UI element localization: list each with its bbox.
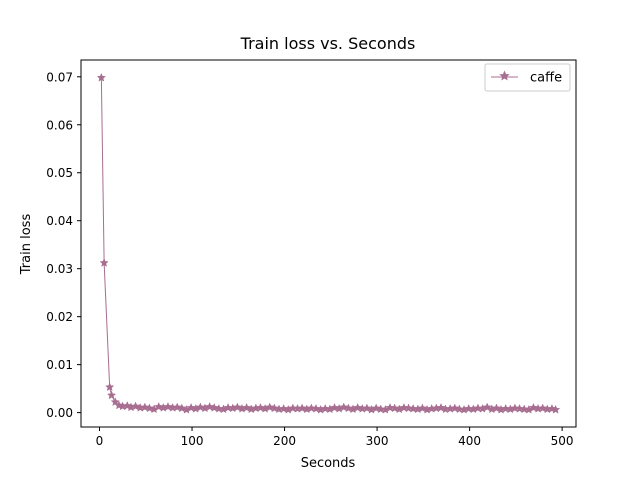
data-point xyxy=(163,401,173,411)
y-axis-label: Train loss xyxy=(19,214,34,276)
x-tick-label: 0 xyxy=(96,434,104,448)
data-point xyxy=(528,402,539,412)
y-tick-label: 0.00 xyxy=(46,406,73,420)
data-point xyxy=(371,403,381,413)
data-point xyxy=(140,402,150,412)
data-point xyxy=(464,403,474,413)
data-point xyxy=(329,402,340,412)
data-point xyxy=(144,403,155,413)
x-tick-label: 100 xyxy=(181,434,204,448)
legend: caffe xyxy=(484,63,571,92)
data-point xyxy=(473,403,483,413)
data-point xyxy=(538,403,548,413)
series-line-caffe xyxy=(100,77,556,411)
x-tick-label: 200 xyxy=(273,434,296,448)
data-point xyxy=(306,403,317,413)
data-point xyxy=(501,403,511,413)
x-tick-label: 400 xyxy=(458,434,481,448)
data-point xyxy=(255,402,266,412)
data-point xyxy=(399,402,409,412)
data-point xyxy=(454,404,465,414)
x-tick-label: 500 xyxy=(551,434,574,448)
y-tick-label: 0.04 xyxy=(46,214,73,228)
data-point xyxy=(450,403,460,413)
data-point xyxy=(353,402,363,412)
data-point xyxy=(214,403,224,413)
plot-frame xyxy=(80,59,577,428)
data-point xyxy=(195,402,205,412)
data-point xyxy=(186,402,196,412)
data-point xyxy=(96,72,106,82)
y-tick-label: 0.07 xyxy=(46,70,73,84)
data-point xyxy=(320,403,330,413)
data-point xyxy=(265,402,275,412)
data-point xyxy=(106,390,117,400)
data-point xyxy=(223,402,233,412)
data-point xyxy=(510,403,520,413)
data-point xyxy=(311,403,321,413)
y-tick-label: 0.03 xyxy=(46,262,73,276)
data-point xyxy=(279,403,289,413)
legend-marker-caffe xyxy=(499,70,510,81)
data-point xyxy=(172,402,182,412)
data-point xyxy=(297,403,307,413)
data-point xyxy=(390,403,400,413)
data-point xyxy=(209,402,219,412)
y-tick-label: 0.01 xyxy=(46,358,73,372)
y-tick-label: 0.06 xyxy=(46,118,73,132)
x-axis-label: Seconds xyxy=(301,456,356,471)
data-point xyxy=(339,402,349,412)
data-point xyxy=(99,258,109,267)
data-point xyxy=(288,403,298,413)
data-point xyxy=(519,404,529,414)
data-point xyxy=(269,403,279,413)
data-point xyxy=(376,404,386,414)
y-axis: 0.00 0.01 0.02 0.03 0.04 0.05 0.06 0.07 xyxy=(46,70,81,420)
data-point xyxy=(385,402,395,412)
y-tick-label: 0.02 xyxy=(46,310,73,324)
data-point xyxy=(403,403,414,413)
y-tick-label: 0.05 xyxy=(46,166,73,180)
x-tick-label: 300 xyxy=(366,434,389,448)
chart-title: Train loss vs. Seconds xyxy=(240,34,416,53)
data-point xyxy=(551,404,561,414)
plot-area xyxy=(80,59,577,428)
data-point xyxy=(408,403,418,413)
legend-entry-caffe: caffe xyxy=(530,71,562,86)
data-point xyxy=(105,382,115,392)
data-point xyxy=(343,403,354,413)
x-axis: 0 100 200 300 400 500 xyxy=(96,427,574,448)
data-point xyxy=(514,403,525,413)
data-point xyxy=(204,401,215,411)
legend-box xyxy=(484,63,571,92)
data-point xyxy=(154,401,164,411)
